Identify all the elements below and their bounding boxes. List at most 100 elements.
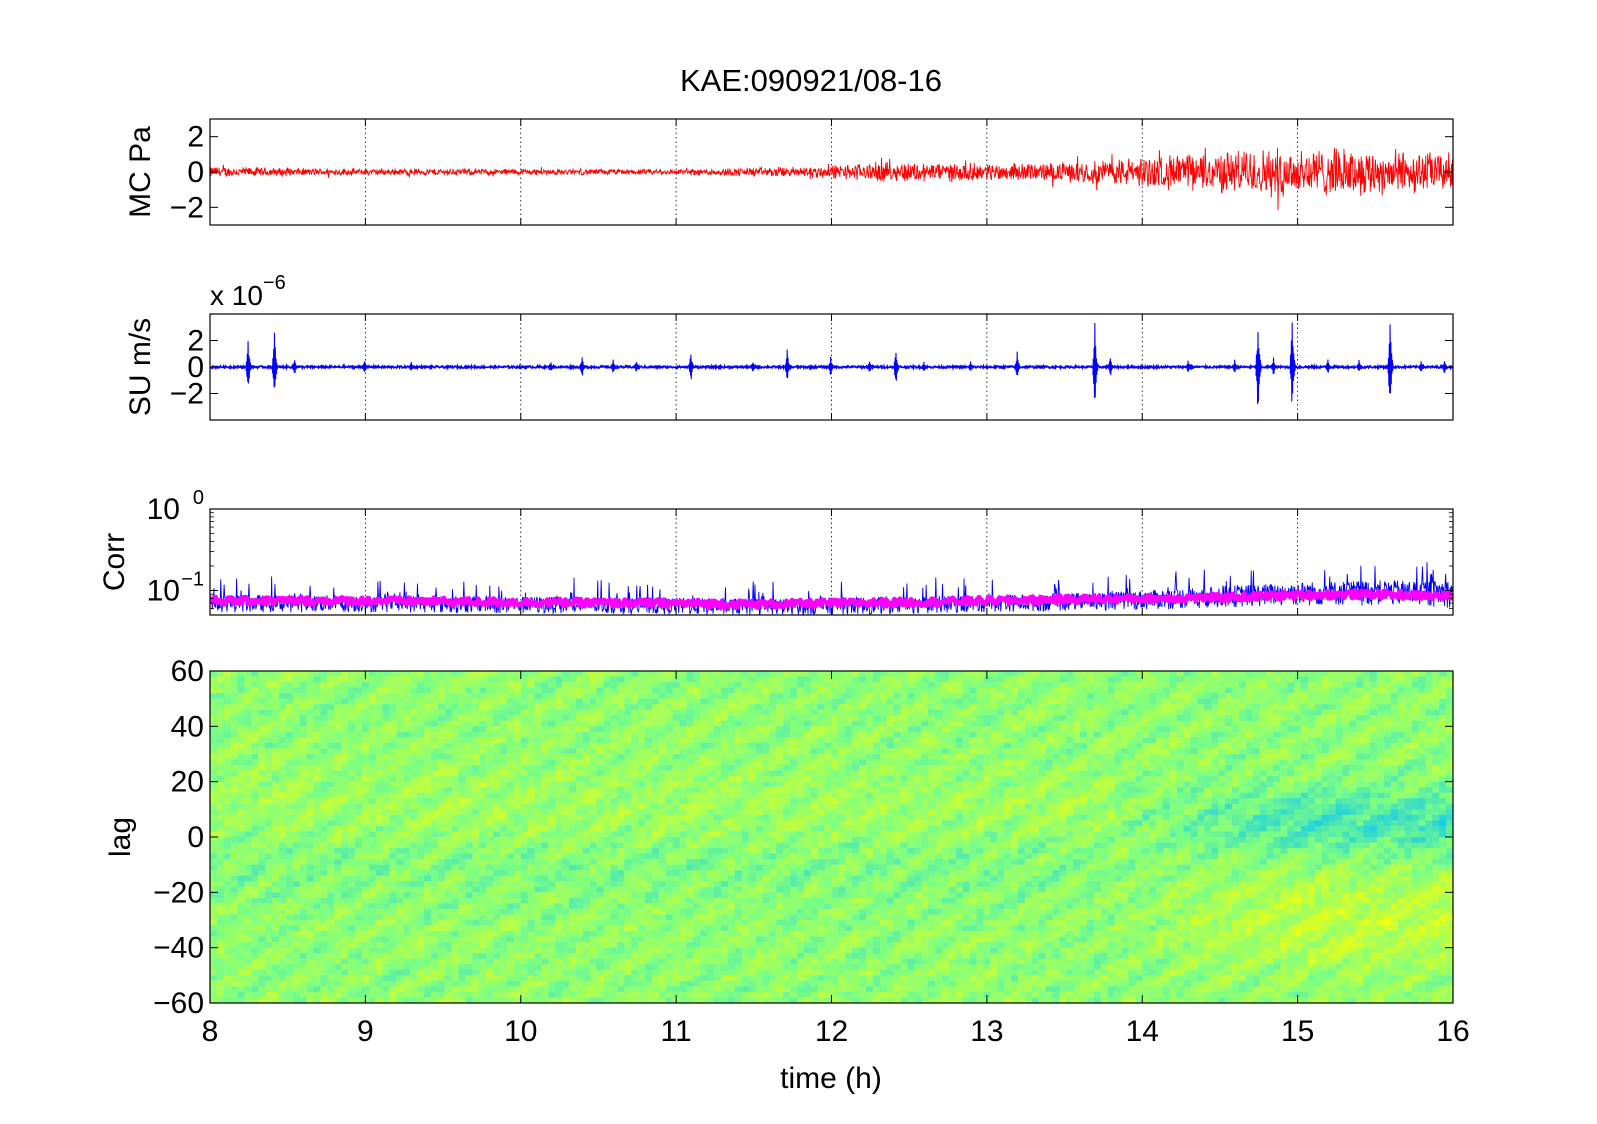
heatmap-cell xyxy=(410,748,418,755)
heatmap-cell xyxy=(645,925,653,932)
heatmap-cell xyxy=(645,920,653,927)
heatmap-cell xyxy=(230,886,239,893)
heatmap-cell xyxy=(223,997,232,1003)
heatmap-cell xyxy=(292,820,301,827)
heatmap-cell xyxy=(279,698,287,705)
heatmap-cell xyxy=(707,742,715,750)
heatmap-cell xyxy=(672,931,681,938)
heatmap-cell xyxy=(410,676,418,683)
heatmap-cell xyxy=(513,754,522,761)
heatmap-cell xyxy=(721,720,729,727)
heatmap-cell xyxy=(355,726,363,733)
heatmap-cell xyxy=(493,798,501,805)
heatmap-cell xyxy=(727,886,736,893)
heatmap-cell xyxy=(493,920,501,927)
heatmap-cell xyxy=(645,859,653,866)
heatmap-cell xyxy=(361,975,370,982)
heatmap-cell xyxy=(368,980,377,987)
heatmap-cell xyxy=(368,704,377,711)
heatmap-cell xyxy=(679,997,688,1003)
heatmap-cell xyxy=(348,881,356,888)
heatmap-cell xyxy=(320,848,328,855)
heatmap-cell xyxy=(714,897,722,904)
heatmap-cell xyxy=(299,754,308,761)
heatmap-cell xyxy=(672,698,681,705)
heatmap-cell xyxy=(721,975,729,982)
heatmap-cell xyxy=(527,715,536,722)
heatmap-cell xyxy=(472,809,480,816)
heatmap-cell xyxy=(472,859,480,866)
heatmap-cell xyxy=(306,770,315,777)
heatmap-cell xyxy=(596,781,605,788)
heatmap-cell xyxy=(348,765,356,772)
heatmap-cell xyxy=(472,803,480,810)
heatmap-cell xyxy=(596,925,605,932)
heatmap-cell xyxy=(361,776,370,783)
heatmap-cell xyxy=(486,964,494,971)
heatmap-cell xyxy=(741,859,750,866)
heatmap-cell xyxy=(230,676,239,683)
heatmap-cell xyxy=(651,742,660,750)
heatmap-cell xyxy=(210,837,218,844)
heatmap-cell xyxy=(527,682,536,689)
heatmap-cell xyxy=(320,975,328,982)
heatmap-cell xyxy=(486,770,494,777)
heatmap-cell xyxy=(589,825,598,833)
heatmap-cell xyxy=(610,848,619,855)
heatmap-cell xyxy=(541,980,549,987)
heatmap-cell xyxy=(313,781,322,788)
heatmap-cell xyxy=(444,803,453,810)
heatmap-cell xyxy=(348,770,356,777)
heatmap-cell xyxy=(755,776,764,783)
heatmap-cell xyxy=(727,958,736,965)
heatmap-cell xyxy=(679,942,688,949)
heatmap-cell xyxy=(748,687,757,694)
heatmap-cell xyxy=(513,787,522,794)
heatmap-cell xyxy=(748,881,757,888)
heatmap-cell xyxy=(313,842,322,849)
heatmap-cell xyxy=(513,864,522,871)
heatmap-cell xyxy=(541,864,549,871)
heatmap-cell xyxy=(223,731,232,738)
heatmap-cell xyxy=(437,698,446,705)
heatmap-cell xyxy=(693,936,701,943)
heatmap-cell xyxy=(410,776,418,783)
heatmap-cell xyxy=(444,676,453,683)
heatmap-cell xyxy=(251,820,259,827)
heatmap-cell xyxy=(306,914,315,921)
heatmap-cell xyxy=(341,748,349,755)
heatmap-cell xyxy=(714,765,722,772)
heatmap-cell xyxy=(458,892,467,899)
heatmap-cell xyxy=(603,920,612,927)
heatmap-cell xyxy=(645,754,653,761)
heatmap-cell xyxy=(721,820,729,827)
heatmap-cell xyxy=(403,715,411,722)
heatmap-cell xyxy=(748,809,757,816)
heatmap-cell xyxy=(582,765,591,772)
heatmap-cell xyxy=(465,687,474,694)
heatmap-cell xyxy=(741,853,750,860)
heatmap-cell xyxy=(679,859,688,866)
heatmap-cell xyxy=(479,671,487,678)
y-tick-exponent: −1 xyxy=(181,568,204,590)
heatmap-cell xyxy=(527,991,536,999)
heatmap-cell xyxy=(479,980,487,987)
heatmap-cell xyxy=(721,980,729,987)
heatmap-cell xyxy=(693,748,701,755)
heatmap-cell xyxy=(555,986,563,993)
heatmap-cell xyxy=(230,731,239,738)
heatmap-cell xyxy=(334,997,342,1003)
heatmap-cell xyxy=(506,831,515,838)
heatmap-cell xyxy=(582,759,591,766)
heatmap-cell xyxy=(527,831,536,838)
heatmap-cell xyxy=(375,925,384,932)
heatmap-cell xyxy=(548,859,556,866)
heatmap-cell xyxy=(327,765,335,772)
heatmap-cell xyxy=(306,820,315,827)
heatmap-cell xyxy=(272,947,280,954)
heatmap-cell xyxy=(721,831,729,838)
heatmap-cell xyxy=(548,676,556,683)
heatmap-cell xyxy=(244,881,253,888)
heatmap-cell xyxy=(727,881,736,888)
